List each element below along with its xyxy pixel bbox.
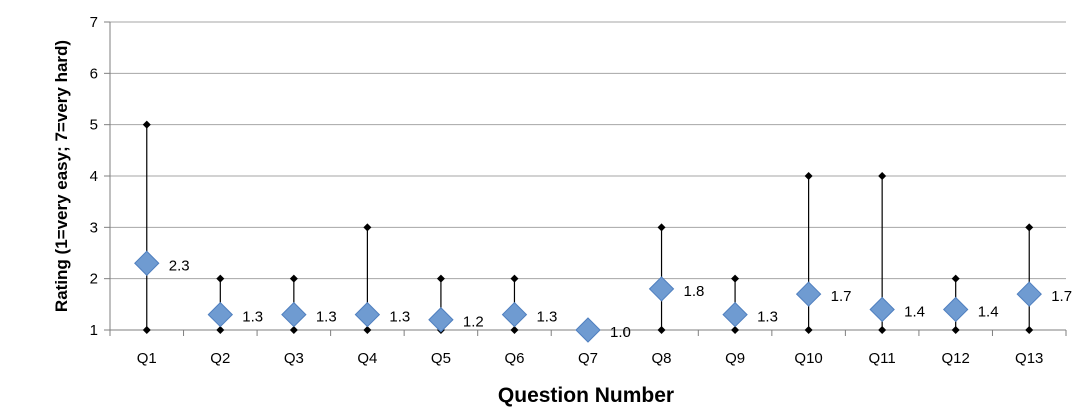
data-label: 1.7 [1051, 288, 1072, 305]
max-marker [804, 172, 813, 180]
min-marker [731, 326, 740, 334]
mean-marker [648, 276, 675, 302]
y-tick-label: 5 [90, 117, 98, 134]
data-label: 1.7 [831, 288, 852, 305]
axes [104, 21, 1067, 336]
x-tick-label: Q13 [1015, 350, 1043, 367]
mean-marker [501, 301, 528, 328]
x-tick-label: Q4 [357, 350, 377, 367]
max-marker [657, 223, 666, 232]
data-label: 2.3 [169, 257, 190, 274]
mean-marker [281, 301, 307, 328]
y-tick-labels: 1 2 3 4 5 6 7 [90, 14, 98, 339]
min-marker [216, 326, 225, 334]
y-tick-label: 6 [90, 65, 98, 82]
data-label: 1.3 [389, 309, 410, 326]
x-tick-label: Q10 [794, 350, 822, 367]
x-tick-label: Q6 [504, 350, 524, 367]
min-marker [510, 326, 519, 334]
mean-marker [428, 307, 454, 333]
y-tick-label: 3 [90, 219, 98, 236]
data-label: 1.3 [316, 309, 337, 326]
mean-marker [1016, 281, 1042, 307]
max-marker [731, 274, 740, 283]
data-label: 1.4 [978, 303, 999, 320]
max-marker [510, 274, 519, 283]
max-marker [951, 274, 960, 283]
y-tick-label: 1 [90, 322, 98, 339]
data-label: 1.8 [684, 283, 705, 300]
data-label: 1.3 [242, 309, 263, 326]
gridlines [110, 21, 1066, 280]
data-label: 1.2 [463, 314, 484, 331]
mean-markers [134, 250, 1042, 343]
x-tick-label: Q1 [137, 350, 157, 367]
max-marker [878, 172, 887, 180]
data-label: 1.4 [904, 303, 925, 320]
min-marker [289, 326, 298, 334]
data-labels: 2.3 1.3 1.3 1.3 1.2 1.3 1.0 1.8 1.3 1.7 1.4 1.4 1.7 [169, 257, 1072, 341]
x-tick-label: Q11 [869, 350, 896, 367]
max-marker [289, 274, 298, 283]
y-tick-label: 2 [90, 271, 98, 288]
y-tick-label: 7 [90, 14, 98, 31]
mean-marker [207, 301, 234, 328]
mean-marker [575, 317, 601, 343]
min-marker [878, 326, 887, 334]
data-label: 1.3 [757, 309, 778, 326]
x-tick-label: Q12 [942, 350, 970, 367]
max-marker [216, 274, 225, 283]
max-marker [1025, 223, 1034, 232]
min-marker [363, 326, 372, 334]
x-axis-title: Question Number [498, 384, 674, 407]
max-marker [436, 274, 445, 283]
mean-marker [354, 301, 381, 328]
min-marker [804, 326, 813, 334]
x-tick-label: Q3 [284, 350, 304, 367]
mean-marker [722, 301, 748, 328]
max-marker [142, 120, 151, 129]
min-marker [951, 326, 960, 334]
x-tick-label: Q9 [725, 350, 745, 367]
x-tick-label: Q8 [652, 350, 672, 367]
x-tick-label: Q2 [210, 350, 230, 367]
min-marker [657, 326, 666, 334]
max-marker [363, 223, 372, 232]
min-marker [1025, 326, 1034, 334]
mean-marker [942, 296, 969, 323]
mean-marker [134, 250, 160, 276]
data-label: 1.3 [536, 309, 557, 326]
x-tick-label: Q7 [578, 350, 598, 367]
mean-marker [869, 296, 895, 323]
mean-marker [795, 281, 822, 307]
y-tick-label: 4 [90, 168, 98, 185]
data-label: 1.0 [610, 324, 631, 341]
y-axis-title: Rating (1=very easy; 7=very hard) [52, 40, 71, 312]
min-marker [142, 326, 151, 334]
x-tick-label: Q5 [431, 350, 451, 367]
x-tick-labels: Q1 Q2 Q3 Q4 Q5 Q6 Q7 Q8 Q9 Q10 Q11 Q12 Q13 [137, 350, 1044, 367]
